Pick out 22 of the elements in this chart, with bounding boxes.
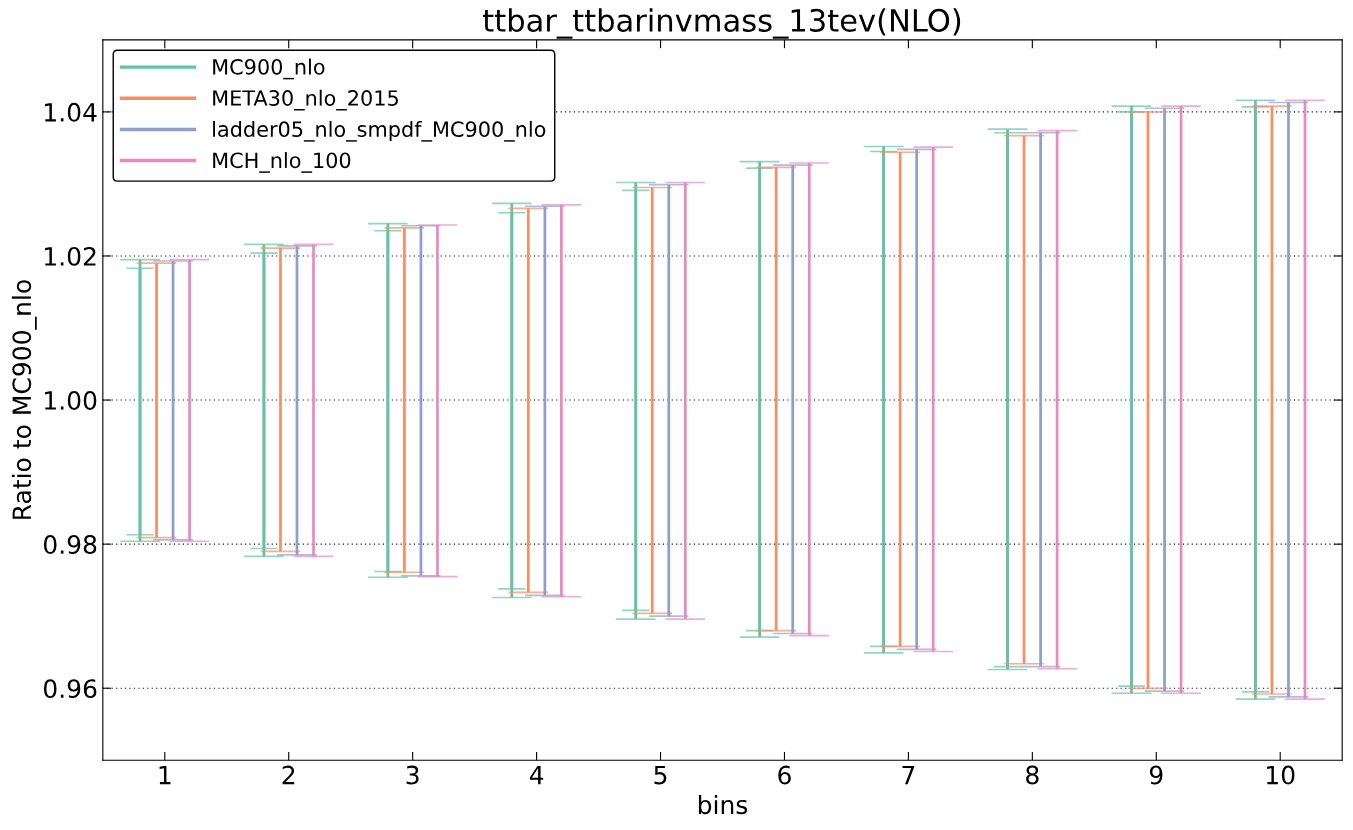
- x-tick-label: 4: [529, 765, 544, 785]
- x-tick-label: 6: [778, 765, 791, 785]
- x-tick-label: 9: [1149, 765, 1163, 785]
- y-tick-label: 0.96: [43, 679, 97, 699]
- x-tick-label: 7: [902, 765, 915, 785]
- x-tick-label: 3: [406, 765, 419, 785]
- y-tick-label: 0.98: [43, 535, 97, 554]
- x-tick-label: 1: [159, 765, 171, 785]
- legend-label: MC900_nlo: [213, 58, 325, 80]
- legend-label: ladder05_nlo_smpdf_MC900_nlo: [213, 120, 546, 142]
- x-tick-label: 10: [1267, 765, 1295, 785]
- legend-label: MCH_nlo_100: [213, 152, 351, 173]
- x-tick-label: 8: [1026, 765, 1039, 785]
- y-tick-label: 1.02: [45, 246, 96, 266]
- y-axis-title: Ratio to MC900_nlo: [11, 280, 37, 519]
- x-tick-label: 2: [282, 765, 295, 785]
- chart-title: ttbar_ttbarinvmass_13tev(NLO): [483, 8, 961, 39]
- legend-label: META30_nlo_2015: [213, 89, 398, 111]
- x-axis-title: bins: [698, 794, 748, 815]
- y-tick-label: 1.00: [45, 391, 97, 410]
- x-tick-label: 5: [654, 765, 667, 785]
- y-tick-label: 1.04: [45, 102, 97, 122]
